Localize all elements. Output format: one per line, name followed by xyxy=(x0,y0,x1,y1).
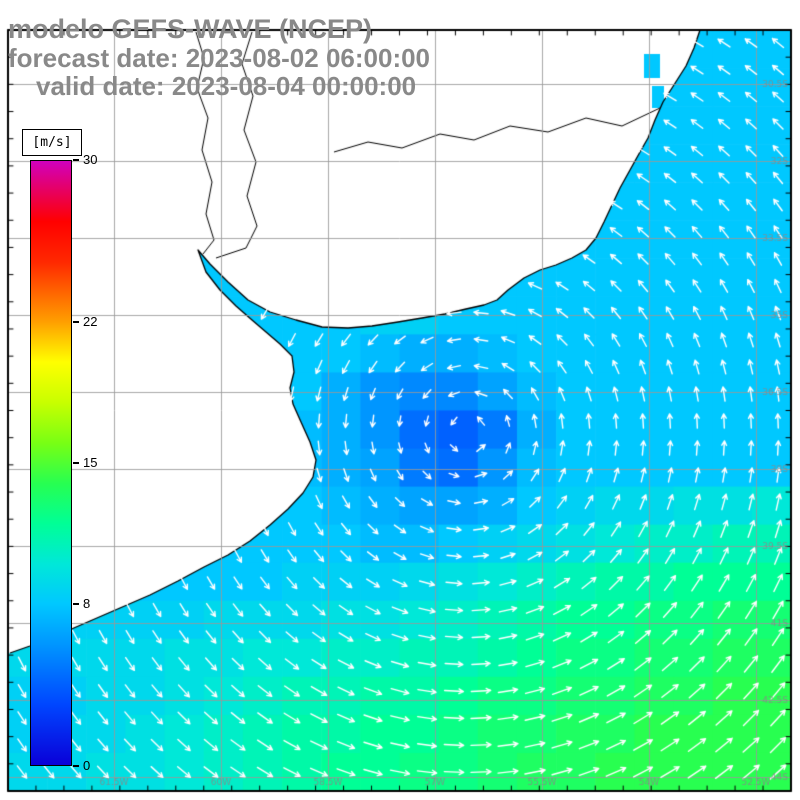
gefs-wave-forecast-figure: modelo GEFS-WAVE (NCEP) forecast date: 2… xyxy=(0,0,800,800)
wind-field-map-canvas xyxy=(0,0,800,800)
